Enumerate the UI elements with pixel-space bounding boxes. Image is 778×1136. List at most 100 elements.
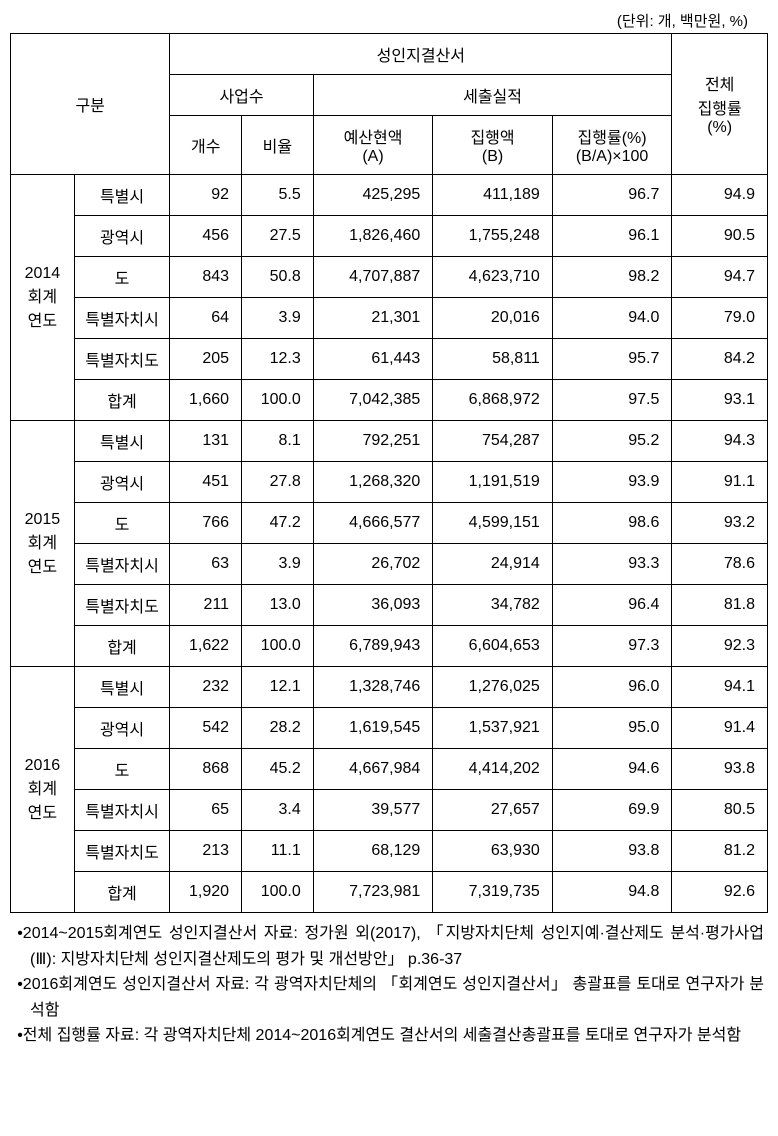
- row-exec-amt: 63,930: [433, 831, 553, 872]
- row-exec-rate: 94.6: [552, 749, 672, 790]
- row-exec-rate: 98.6: [552, 503, 672, 544]
- row-overall: 79.0: [672, 298, 768, 339]
- row-exec-amt: 27,657: [433, 790, 553, 831]
- hdr-count: 개수: [170, 116, 242, 175]
- table-row: 특별자치시653.439,57727,65769.980.5: [11, 790, 768, 831]
- row-exec-rate: 96.0: [552, 667, 672, 708]
- table-row: 합계1,660100.07,042,3856,868,97297.593.1: [11, 380, 768, 421]
- row-exec-amt: 1,191,519: [433, 462, 553, 503]
- row-overall: 92.3: [672, 626, 768, 667]
- table-row: 광역시54228.21,619,5451,537,92195.091.4: [11, 708, 768, 749]
- row-count: 868: [170, 749, 242, 790]
- hdr-proj-count: 사업수: [170, 75, 313, 116]
- row-ratio: 28.2: [242, 708, 314, 749]
- row-exec-rate: 95.7: [552, 339, 672, 380]
- row-overall: 80.5: [672, 790, 768, 831]
- row-type: 합계: [74, 380, 170, 421]
- table-row: 2014회계연도특별시925.5425,295411,18996.794.9: [11, 175, 768, 216]
- row-budget: 425,295: [313, 175, 433, 216]
- table-row: 2016회계연도특별시23212.11,328,7461,276,02596.0…: [11, 667, 768, 708]
- row-budget: 26,702: [313, 544, 433, 585]
- row-type: 특별시: [74, 175, 170, 216]
- table-row: 광역시45627.51,826,4601,755,24896.190.5: [11, 216, 768, 257]
- row-exec-rate: 95.2: [552, 421, 672, 462]
- row-ratio: 3.9: [242, 544, 314, 585]
- hdr-overall: 전체집행률(%): [672, 34, 768, 175]
- row-count: 63: [170, 544, 242, 585]
- table-row: 특별자치도21113.036,09334,78296.481.8: [11, 585, 768, 626]
- row-budget: 61,443: [313, 339, 433, 380]
- row-ratio: 8.1: [242, 421, 314, 462]
- row-type: 특별시: [74, 421, 170, 462]
- row-count: 1,920: [170, 872, 242, 913]
- row-exec-rate: 94.8: [552, 872, 672, 913]
- row-exec-amt: 34,782: [433, 585, 553, 626]
- row-count: 205: [170, 339, 242, 380]
- row-overall: 91.4: [672, 708, 768, 749]
- table-row: 특별자치시643.921,30120,01694.079.0: [11, 298, 768, 339]
- row-exec-rate: 93.9: [552, 462, 672, 503]
- hdr-expenditure: 세출실적: [313, 75, 672, 116]
- hdr-budget: 예산현액(A): [313, 116, 433, 175]
- row-exec-amt: 4,623,710: [433, 257, 553, 298]
- row-overall: 94.7: [672, 257, 768, 298]
- row-exec-rate: 97.5: [552, 380, 672, 421]
- row-type: 도: [74, 749, 170, 790]
- note-line: •전체 집행률 자료: 각 광역자치단체 2014~2016회계연도 결산서의 …: [14, 1023, 764, 1049]
- row-type: 특별자치시: [74, 298, 170, 339]
- row-budget: 4,707,887: [313, 257, 433, 298]
- unit-label: (단위: 개, 백만원, %): [10, 10, 768, 31]
- row-count: 766: [170, 503, 242, 544]
- row-budget: 7,042,385: [313, 380, 433, 421]
- row-ratio: 12.1: [242, 667, 314, 708]
- table-row: 특별자치도21311.168,12963,93093.881.2: [11, 831, 768, 872]
- table-row: 2015회계연도특별시1318.1792,251754,28795.294.3: [11, 421, 768, 462]
- table-row: 합계1,920100.07,723,9817,319,73594.892.6: [11, 872, 768, 913]
- year-group-label: 2016회계연도: [11, 667, 75, 913]
- row-overall: 84.2: [672, 339, 768, 380]
- row-overall: 93.2: [672, 503, 768, 544]
- row-exec-amt: 20,016: [433, 298, 553, 339]
- row-overall: 78.6: [672, 544, 768, 585]
- table-row: 광역시45127.81,268,3201,191,51993.991.1: [11, 462, 768, 503]
- row-exec-amt: 4,414,202: [433, 749, 553, 790]
- row-exec-amt: 411,189: [433, 175, 553, 216]
- row-count: 131: [170, 421, 242, 462]
- row-count: 64: [170, 298, 242, 339]
- row-type: 도: [74, 257, 170, 298]
- row-exec-amt: 1,276,025: [433, 667, 553, 708]
- row-ratio: 5.5: [242, 175, 314, 216]
- year-group-label: 2015회계연도: [11, 421, 75, 667]
- row-count: 92: [170, 175, 242, 216]
- row-overall: 94.3: [672, 421, 768, 462]
- row-budget: 4,666,577: [313, 503, 433, 544]
- table-row: 특별자치시633.926,70224,91493.378.6: [11, 544, 768, 585]
- row-count: 211: [170, 585, 242, 626]
- row-exec-rate: 96.7: [552, 175, 672, 216]
- row-exec-rate: 96.1: [552, 216, 672, 257]
- table-row: 도84350.84,707,8874,623,71098.294.7: [11, 257, 768, 298]
- notes-section: •2014~2015회계연도 성인지결산서 자료: 정가원 외(2017), 「…: [10, 921, 768, 1049]
- row-overall: 94.9: [672, 175, 768, 216]
- row-budget: 39,577: [313, 790, 433, 831]
- row-type: 도: [74, 503, 170, 544]
- row-ratio: 3.4: [242, 790, 314, 831]
- row-exec-amt: 1,755,248: [433, 216, 553, 257]
- row-exec-amt: 6,604,653: [433, 626, 553, 667]
- row-ratio: 45.2: [242, 749, 314, 790]
- row-count: 456: [170, 216, 242, 257]
- row-exec-amt: 6,868,972: [433, 380, 553, 421]
- row-overall: 93.8: [672, 749, 768, 790]
- row-ratio: 100.0: [242, 626, 314, 667]
- row-overall: 94.1: [672, 667, 768, 708]
- row-ratio: 27.8: [242, 462, 314, 503]
- row-ratio: 100.0: [242, 872, 314, 913]
- row-exec-amt: 58,811: [433, 339, 553, 380]
- row-exec-rate: 94.0: [552, 298, 672, 339]
- row-ratio: 100.0: [242, 380, 314, 421]
- row-count: 213: [170, 831, 242, 872]
- row-type: 특별자치도: [74, 339, 170, 380]
- hdr-report: 성인지결산서: [170, 34, 672, 75]
- row-ratio: 13.0: [242, 585, 314, 626]
- row-ratio: 12.3: [242, 339, 314, 380]
